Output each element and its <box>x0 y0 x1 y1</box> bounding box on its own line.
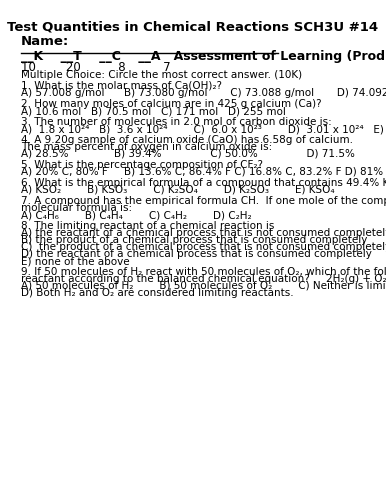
Text: Test Quantities in Chemical Reactions SCH3U #14: Test Quantities in Chemical Reactions SC… <box>7 21 379 34</box>
Text: E) none of the above: E) none of the above <box>21 256 130 266</box>
Text: 3. The number of molecules in 2.0 mol of carbon dioxide is:: 3. The number of molecules in 2.0 mol of… <box>21 117 332 127</box>
Text: A) 28.5%              B) 39.4%               C) 50.0%               D) 71.5%: A) 28.5% B) 39.4% C) 50.0% D) 71.5% <box>21 149 355 159</box>
Text: 2. How many moles of calcium are in 425 g calcium (Ca)?: 2. How many moles of calcium are in 425 … <box>21 99 322 109</box>
Text: A) 50 molecules of H₂        B) 50 molecules of O₂        C) Neither is limiting: A) 50 molecules of H₂ B) 50 molecules of… <box>21 281 386 291</box>
Text: molecular formula is:: molecular formula is: <box>21 203 132 213</box>
Text: D) Both H₂ and O₂ are considered limiting reactants.: D) Both H₂ and O₂ are considered limitin… <box>21 288 294 298</box>
Text: 10        20          8          7: 10 20 8 7 <box>21 61 171 74</box>
Text: __K    __T    __C    __A   Assessment of Learning (Product): __K __T __C __A Assessment of Learning (… <box>21 50 386 63</box>
Text: 7. A compound has the empirical formula CH.  If one mole of the compound has a m: 7. A compound has the empirical formula … <box>21 196 386 206</box>
Text: A) the reactant of a chemical process that is not consumed completely: A) the reactant of a chemical process th… <box>21 228 386 238</box>
Text: D) the reactant of a chemical process that is consumed completely: D) the reactant of a chemical process th… <box>21 249 372 259</box>
Text: A)  1.8 x 10²⁴   B)  3.6 x 10²⁴        C)  6.0 x 10²³        D)  3.01 x 10²⁴   E: A) 1.8 x 10²⁴ B) 3.6 x 10²⁴ C) 6.0 x 10²… <box>21 124 386 134</box>
Text: Multiple Choice: Circle the most correct answer. (10K): Multiple Choice: Circle the most correct… <box>21 70 302 80</box>
Text: C)  the product of a chemical process that is not consumed completely: C) the product of a chemical process tha… <box>21 242 386 252</box>
Text: A) KSO₂        B) KSO₃        C) K₂SO₄        D) K₂SO₃        E) KSO₄: A) KSO₂ B) KSO₃ C) K₂SO₄ D) K₂SO₃ E) KSO… <box>21 185 335 195</box>
Text: 1. What is the molar mass of Ca(OH)₂?: 1. What is the molar mass of Ca(OH)₂? <box>21 81 222 91</box>
Text: The mass percent of oxygen in calcium oxide is:: The mass percent of oxygen in calcium ox… <box>21 142 273 152</box>
Text: A) 20% C, 80% F     B) 13.6% C, 86.4% F C) 16.8% C, 83.2% F D) 81% C, 19% F: A) 20% C, 80% F B) 13.6% C, 86.4% F C) 1… <box>21 167 386 177</box>
Text: Name:: Name: <box>21 35 69 48</box>
Text: A) 57.008 g/mol      B) 73.080 g/mol       C) 73.088 g/mol       D) 74.092 g/mol: A) 57.008 g/mol B) 73.080 g/mol C) 73.08… <box>21 88 386 98</box>
Text: 8. The limiting reactant of a chemical reaction is: 8. The limiting reactant of a chemical r… <box>21 221 274 231</box>
Text: 4. A 9.20g sample of calcium oxide (CaO) has 6.58g of calcium.: 4. A 9.20g sample of calcium oxide (CaO)… <box>21 135 353 145</box>
Text: 6. What is the empirical formula of a compound that contains 49.4% K, 20.3% S, a: 6. What is the empirical formula of a co… <box>21 178 386 188</box>
Text: 5. What is the percentage composition of CF₂?: 5. What is the percentage composition of… <box>21 160 263 170</box>
Text: A) 10.6 mol   B) 70.5 mol   C) 171 mol   D) 255 mol: A) 10.6 mol B) 70.5 mol C) 171 mol D) 25… <box>21 106 286 116</box>
Text: 9. If 50 molecules of H₂ react with 50 molecules of O₂, which of the following w: 9. If 50 molecules of H₂ react with 50 m… <box>21 267 386 277</box>
Text: B) the product of a chemical process that is consumed completely: B) the product of a chemical process tha… <box>21 235 367 245</box>
Text: A) C₄H₆        B) C₄H₄        C) C₄H₂        D) C₂H₂: A) C₄H₆ B) C₄H₄ C) C₄H₂ D) C₂H₂ <box>21 210 252 220</box>
Text: reactant according to the balanced chemical equation?     2H₂(g) + O₂(g)→ 2H₂O(g: reactant according to the balanced chemi… <box>21 274 386 284</box>
